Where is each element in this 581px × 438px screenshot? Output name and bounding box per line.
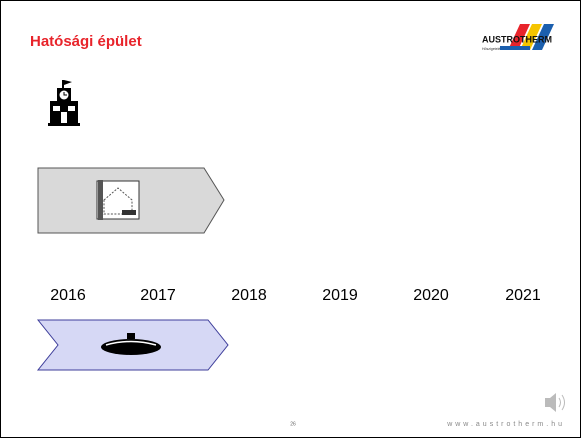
building-icon xyxy=(48,80,80,126)
page-number: 26 xyxy=(290,421,296,427)
year: 2018 xyxy=(231,287,267,304)
logo-name: AUSTROTHERM xyxy=(482,34,552,44)
logo: AUSTROTHERM Hőszigetelés xyxy=(482,24,554,51)
plan-arrow xyxy=(37,167,225,234)
logo-tagline: Hőszigetelés xyxy=(482,47,502,51)
insulation-chevron xyxy=(36,319,229,371)
slide-title: Hatósági épület xyxy=(30,33,142,50)
timeline-years: 2016 2017 2018 2019 2020 2021 xyxy=(50,287,541,304)
year: 2017 xyxy=(140,287,176,304)
year: 2020 xyxy=(413,287,449,304)
speaker-icon[interactable] xyxy=(545,393,565,412)
year: 2016 xyxy=(50,287,86,304)
footer-url: www.austrotherm.hu xyxy=(446,421,565,428)
year: 2019 xyxy=(322,287,358,304)
year: 2021 xyxy=(505,287,541,304)
